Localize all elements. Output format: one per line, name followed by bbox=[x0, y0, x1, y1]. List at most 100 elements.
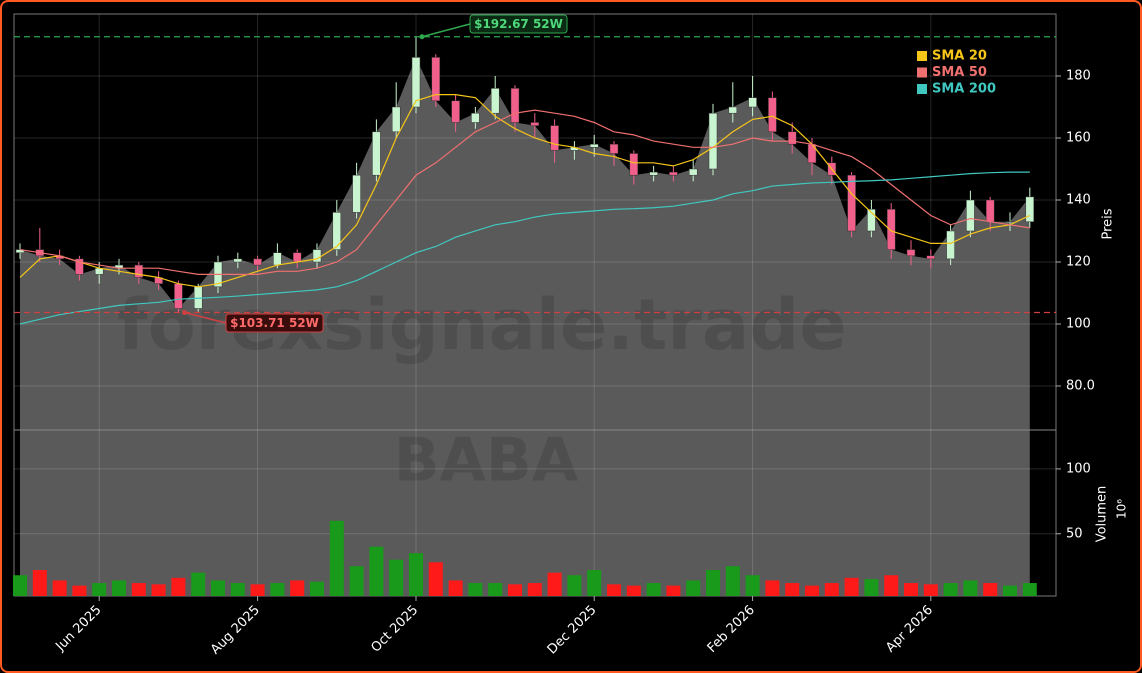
legend-swatch bbox=[917, 67, 927, 78]
volume-bar bbox=[508, 584, 522, 596]
volume-bar bbox=[191, 572, 206, 596]
annotation-box bbox=[469, 14, 568, 34]
annotation-box bbox=[225, 313, 324, 333]
x-tick-label: Feb 2026 bbox=[705, 603, 758, 656]
volume-bar bbox=[646, 583, 661, 596]
candle-body bbox=[253, 258, 262, 266]
candle-body bbox=[946, 230, 955, 260]
volume-bar bbox=[567, 575, 582, 596]
y-tick-label: 160 bbox=[1066, 130, 1091, 145]
annotation-arrow bbox=[184, 311, 227, 324]
x-tick-label: Aug 2025 bbox=[208, 603, 263, 658]
volume-bar bbox=[626, 585, 641, 596]
volume-bar bbox=[230, 583, 245, 596]
volume-bar bbox=[1022, 583, 1037, 596]
y-tick-label: 80.0 bbox=[1066, 378, 1095, 393]
legend-label: SMA 50 bbox=[932, 65, 987, 80]
candle-body bbox=[352, 174, 361, 213]
candle-body bbox=[312, 249, 322, 263]
volume-bar bbox=[864, 579, 879, 596]
volume-bar bbox=[1003, 585, 1017, 596]
volume-bar bbox=[963, 580, 978, 596]
volume-bar bbox=[686, 580, 701, 596]
annotation-label: $192.67 52W bbox=[474, 17, 563, 31]
price-area bbox=[20, 57, 1030, 597]
candle-body bbox=[1025, 196, 1035, 222]
volume-bar bbox=[428, 562, 443, 596]
annotation-arrow bbox=[421, 23, 471, 38]
candle-body bbox=[649, 171, 658, 176]
candle-body bbox=[431, 57, 441, 102]
volume-bar bbox=[389, 559, 404, 596]
volume-bar bbox=[488, 583, 503, 596]
y-tick-label: 140 bbox=[1066, 192, 1091, 207]
volume-bar bbox=[32, 570, 47, 596]
volume-bar bbox=[983, 583, 998, 596]
candle-body bbox=[728, 106, 738, 114]
volume-bar bbox=[369, 546, 384, 596]
volume-bar bbox=[666, 585, 681, 596]
volume-bar bbox=[943, 583, 958, 596]
candle-body bbox=[233, 258, 243, 263]
volume-bar bbox=[904, 583, 918, 596]
volume-bar bbox=[745, 575, 760, 596]
x-tick-label: Apr 2026 bbox=[883, 603, 936, 656]
volume-bar bbox=[468, 583, 483, 596]
volume-bar bbox=[765, 580, 780, 596]
volume-bar bbox=[171, 577, 186, 596]
volume-bar bbox=[824, 583, 839, 596]
candle-body bbox=[748, 97, 757, 108]
candle-body bbox=[688, 168, 698, 176]
volume-bar bbox=[805, 585, 819, 596]
y-axis-label: Preis bbox=[1101, 208, 1116, 239]
candle-body bbox=[985, 199, 995, 222]
annotation-label: $103.71 52W bbox=[230, 316, 319, 330]
volume-bar bbox=[151, 584, 166, 596]
volume-bar bbox=[607, 584, 621, 596]
legend-swatch bbox=[917, 51, 927, 61]
volume-bar bbox=[270, 583, 285, 596]
candle-body bbox=[867, 209, 876, 232]
volume-bar bbox=[290, 580, 305, 596]
volume-bar bbox=[13, 575, 27, 596]
volume-axis-label: Volumen bbox=[1095, 486, 1110, 543]
candle-body bbox=[886, 209, 896, 250]
volume-unit: 10⁶ bbox=[1115, 499, 1129, 519]
sma-line bbox=[19, 109, 1030, 275]
candle-body bbox=[332, 212, 342, 250]
volume-bar bbox=[349, 566, 364, 596]
candle-body bbox=[669, 171, 678, 176]
candle-body bbox=[768, 97, 777, 133]
volume-bar bbox=[448, 580, 463, 596]
y-tick-label: 120 bbox=[1066, 254, 1091, 269]
volume-bar bbox=[587, 570, 602, 596]
volume-bar bbox=[72, 585, 87, 596]
volume-bar bbox=[547, 572, 562, 596]
sma-line bbox=[19, 171, 1030, 325]
candle-body bbox=[787, 131, 797, 145]
volume-bar bbox=[112, 580, 126, 596]
candle-body bbox=[589, 143, 599, 148]
candle-body bbox=[609, 143, 619, 154]
x-tick-label: Jun 2025 bbox=[53, 603, 105, 655]
volume-bar bbox=[884, 575, 899, 596]
candle-body bbox=[490, 88, 500, 114]
candle-body bbox=[451, 100, 460, 123]
volume-bar bbox=[211, 580, 225, 596]
x-tick-label: Oct 2025 bbox=[368, 603, 421, 656]
candle-body bbox=[847, 174, 856, 232]
volume-bar bbox=[131, 583, 146, 596]
sma-line bbox=[19, 93, 1031, 288]
candle-body bbox=[550, 125, 559, 151]
volume-bar bbox=[923, 584, 938, 596]
legend-label: SMA 20 bbox=[932, 49, 987, 64]
candle-body bbox=[530, 122, 540, 126]
volume-bar bbox=[409, 553, 423, 596]
volume-bar bbox=[844, 577, 859, 596]
candle-body bbox=[629, 153, 639, 176]
candle-body bbox=[906, 249, 916, 257]
volume-bar bbox=[785, 583, 800, 596]
volume-bar bbox=[329, 520, 344, 596]
candle-body bbox=[471, 112, 480, 123]
